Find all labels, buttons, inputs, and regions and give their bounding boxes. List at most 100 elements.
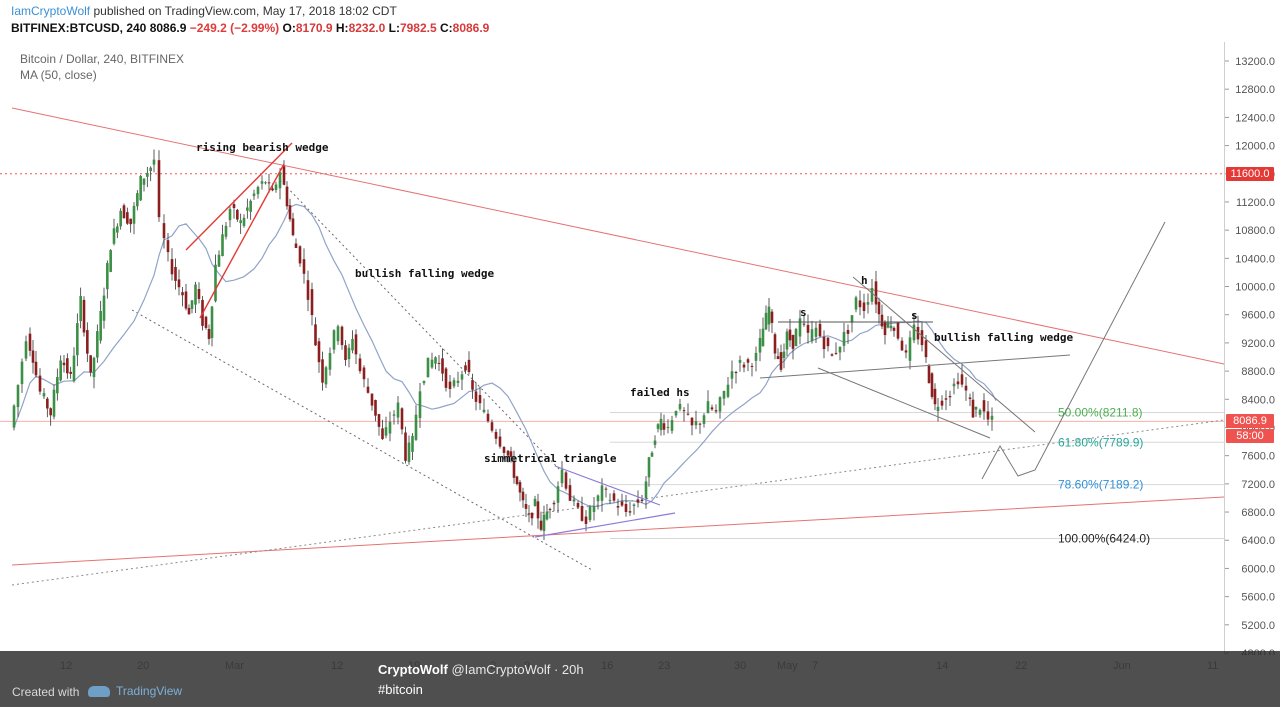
price-axis[interactable]: 13200.0 12800.0 12400.0 12000.0 11600.0 11200… (1224, 42, 1280, 660)
candle-body (734, 371, 738, 374)
y-tick-label: 8800.0 (1241, 366, 1275, 378)
candle-body (588, 506, 592, 520)
candle-body (826, 337, 830, 347)
candle-body (224, 225, 228, 237)
candle-body (302, 259, 306, 274)
candle-body (822, 336, 826, 350)
candle-body (407, 442, 411, 462)
candle-body (362, 367, 366, 380)
candle-body (388, 421, 392, 434)
candle-body (291, 218, 295, 236)
candle-body (139, 175, 142, 201)
candle-body (746, 359, 750, 363)
candle-body (112, 228, 116, 244)
candle-body (754, 352, 758, 361)
triangle-lower-line (534, 512, 676, 538)
tradingview-logo[interactable]: TradingView (88, 684, 182, 698)
candle-body (714, 410, 718, 412)
candle-body (738, 359, 742, 363)
candle-body (542, 514, 546, 531)
candle-body (974, 406, 978, 410)
candle-body (174, 266, 177, 281)
candle-body (572, 499, 576, 502)
low-value: 7982.5 (399, 21, 437, 35)
candle-body (52, 389, 56, 417)
candle-body (764, 312, 768, 330)
candle-body (56, 377, 59, 394)
tweet-author-name[interactable]: CryptoWolf (378, 662, 448, 677)
candle-body (767, 306, 771, 325)
candle-body (444, 368, 448, 388)
candle-body (314, 324, 317, 346)
candle-body (818, 323, 822, 337)
candle-body (702, 415, 706, 424)
annotation-failed-hs: failed hs (630, 386, 690, 399)
candle-body (434, 357, 437, 364)
y-tick-label: 10400.0 (1235, 253, 1275, 265)
candle-body (256, 187, 260, 195)
candle-body (770, 311, 774, 323)
candle-body (883, 321, 887, 336)
candle-body (628, 511, 632, 513)
candle-body (422, 380, 426, 384)
candle-body (271, 188, 274, 191)
author-link[interactable]: IamCryptoWolf (11, 4, 91, 18)
candle-body (69, 371, 72, 374)
candle-body (608, 499, 612, 501)
high-label: H: (335, 21, 349, 35)
candle-body (42, 393, 46, 397)
close-value: 8086.9 (452, 21, 490, 35)
candle-body (294, 243, 298, 248)
moving-average-line (13, 203, 997, 508)
candle-body (656, 424, 660, 429)
bar-countdown-badge: 58:00 (1226, 429, 1274, 444)
candle-body (521, 491, 525, 501)
candle-body (89, 355, 92, 373)
candle-body (710, 407, 714, 410)
candle-body (802, 323, 806, 325)
candle-body (31, 350, 35, 363)
candle-body (722, 390, 726, 399)
high-value: 8232.0 (348, 21, 386, 35)
candle-body (278, 172, 282, 189)
candle-body (982, 400, 986, 412)
candle-body (718, 397, 722, 412)
candle-body (298, 246, 302, 264)
candle-body (12, 405, 16, 428)
chart-legend: Bitcoin / Dollar, 240, BITFINEX MA (50, … (20, 51, 184, 83)
candle-body (580, 506, 584, 521)
candle-body (28, 333, 32, 351)
candle-body (306, 280, 310, 300)
candle-body (252, 193, 256, 197)
candle-body (157, 160, 161, 218)
candle-body (197, 288, 201, 299)
annotation-bullish-falling-wedge-1: bullish falling wedge (355, 267, 494, 280)
candle-body (761, 328, 765, 347)
candle-body (228, 209, 232, 221)
candle-body (264, 182, 267, 184)
candle-body (592, 506, 596, 512)
candle-body (924, 340, 928, 358)
candle-body (207, 329, 211, 340)
candle-body (392, 414, 396, 416)
candle-body (321, 359, 324, 383)
falling-wedge-upper (852, 276, 1036, 433)
candle-body (102, 295, 106, 321)
candle-body (49, 408, 52, 416)
triangle-upper-line (554, 465, 661, 506)
candle-body (785, 331, 789, 350)
candle-body (267, 182, 271, 184)
fib-label: 50.00%(8211.8) (1058, 406, 1143, 420)
candle-body (758, 337, 762, 353)
candle-body (358, 358, 362, 372)
candle-body (706, 401, 710, 414)
candle-body (916, 326, 920, 340)
candle-body (530, 513, 534, 519)
candle-body (750, 365, 754, 367)
price-chart[interactable]: 50.00%(8211.8) 61.80%(7789.9) 78.60%(7189.… (0, 42, 1224, 655)
tweet-handle[interactable]: @IamCryptoWolf (451, 662, 551, 677)
y-tick-label: 9200.0 (1241, 338, 1275, 350)
candle-body (990, 415, 994, 420)
candle-body (274, 184, 278, 190)
resistance-trendline (11, 107, 1224, 365)
